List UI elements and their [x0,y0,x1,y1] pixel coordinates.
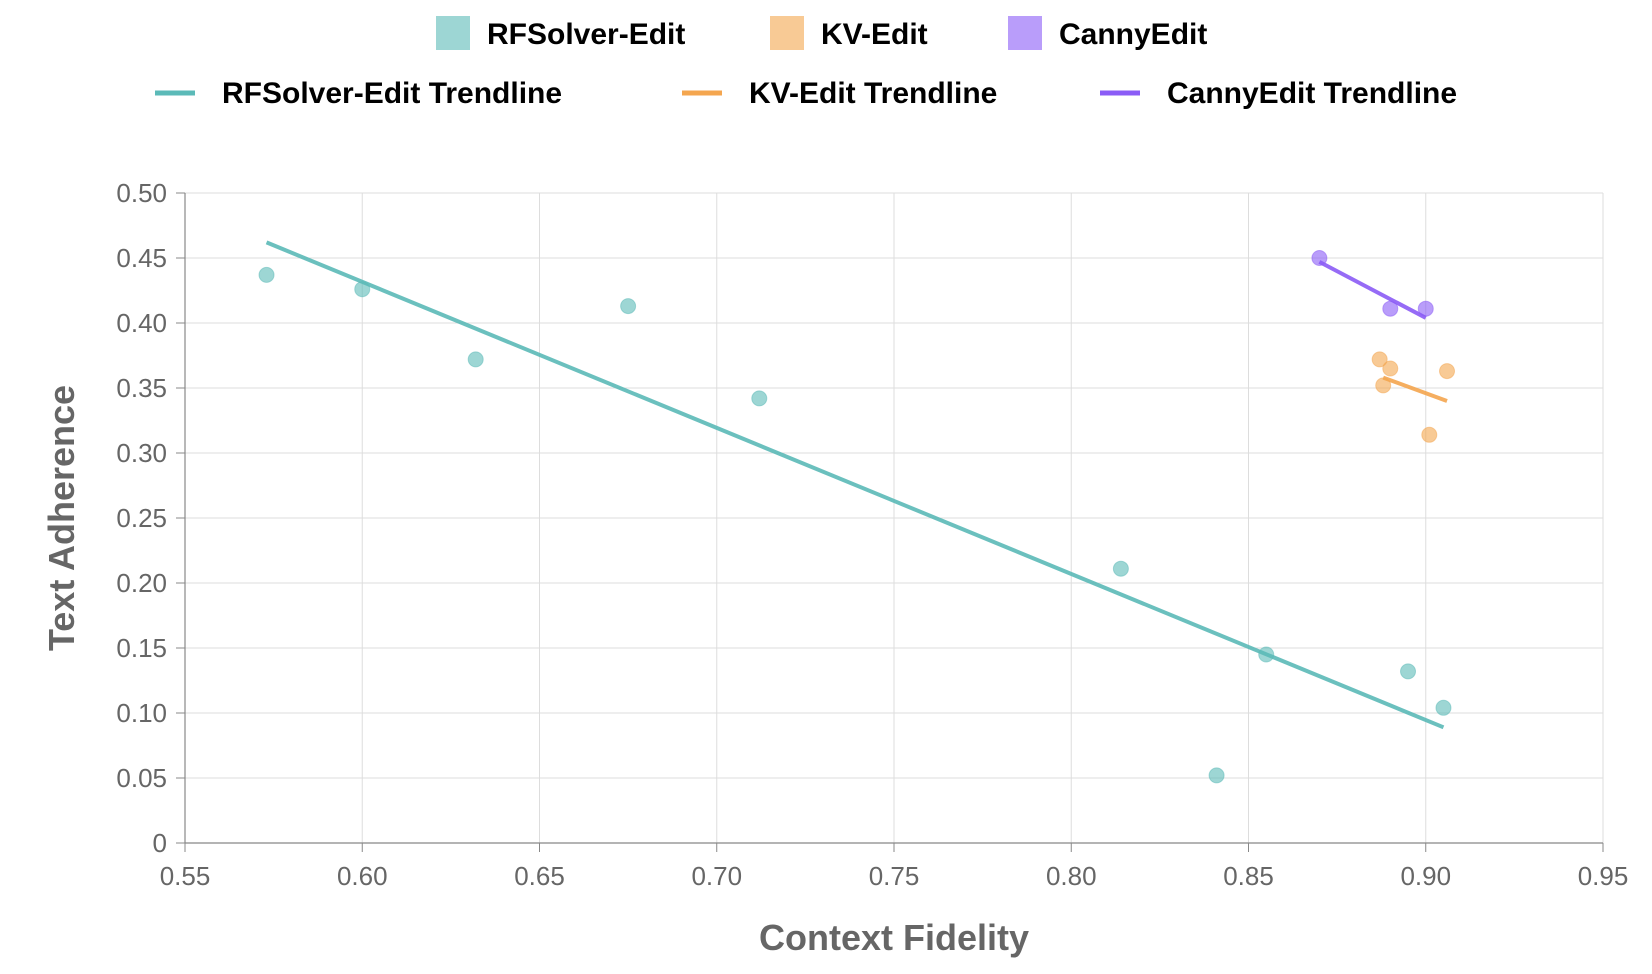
rfsolver-edit-point [620,298,637,315]
x-axis-title: Context Fidelity [759,917,1029,958]
x-tick-label: 0.55 [160,861,211,891]
axes: 0.55 0.60 0.65 0.70 0.75 0.80 0.85 0.90 0.95 0 0.0… [116,178,1628,891]
x-tick-label: 0.60 [337,861,388,891]
y-tick-label: 0.30 [116,438,167,468]
kv-edit-point [1371,351,1388,368]
y-tick-label: 0.40 [116,308,167,338]
kv-edit-trendline [1382,375,1448,403]
grid [184,192,1604,844]
rfsolver-edit-point [1435,699,1452,716]
y-axis-title: Text Adherence [41,385,82,651]
rfsolver-edit-point [354,281,371,298]
x-tick-label: 0.90 [1400,861,1451,891]
rfsolver-edit-point [258,266,275,283]
y-tick-label: 0.50 [116,178,167,208]
y-tick-label: 0.45 [116,243,167,273]
cannyedit-point [1311,250,1328,266]
rfsolver-edit-legend-label: RFSolver-Edit [487,18,685,51]
y-tick-label: 0 [153,828,167,858]
cannyedit-trendline [1318,260,1427,320]
rfsolver-edit-legend-swatch [436,16,470,50]
cannyedit-legend-swatch [1008,16,1042,50]
x-tick-label: 0.85 [1223,861,1274,891]
cannyedit-trendline-legend-label: CannyEdit Trendline [1167,77,1457,110]
y-tick-label: 0.20 [116,568,167,598]
cannyedit-legend-label: CannyEdit [1059,18,1207,51]
rfsolver-edit-point [1112,560,1129,577]
y-tick-label: 0.25 [116,503,167,533]
rfsolver-edit-trendline [265,240,1445,730]
kv-edit-legend-swatch [770,16,804,50]
x-tick-label: 0.75 [869,861,920,891]
rfsolver-edit-point [751,390,768,407]
kv-edit-point [1375,377,1392,394]
trendlines [265,240,1448,730]
rfsolver-edit-point [1400,663,1417,680]
y-tick-label: 0.35 [116,373,167,403]
data-points [258,250,1456,784]
kv-edit-legend-label: KV-Edit [821,18,928,51]
kv-edit-point [1439,363,1456,380]
kv-edit-point [1382,360,1399,377]
y-tick-label: 0.05 [116,763,167,793]
kv-edit-point [1421,426,1438,443]
x-tick-label: 0.70 [691,861,742,891]
x-tick-label: 0.95 [1578,861,1629,891]
y-tick-label: 0.10 [116,698,167,728]
kv-edit-trendline-legend-label: KV-Edit Trendline [749,77,997,110]
rfsolver-edit-point [467,351,484,368]
x-tick-label: 0.80 [1046,861,1097,891]
legend: RFSolver-Edit RFSolver-Edit Trendline KV-E… [155,16,1457,110]
cannyedit-point [1417,300,1434,317]
cannyedit-point [1382,300,1399,317]
x-tick-label: 0.65 [514,861,565,891]
rfsolver-edit-point [1208,767,1225,784]
y-tick-label: 0.15 [116,633,167,663]
rfsolver-edit-trendline-legend-label: RFSolver-Edit Trendline [222,77,562,110]
rfsolver-edit-point [1258,646,1275,663]
